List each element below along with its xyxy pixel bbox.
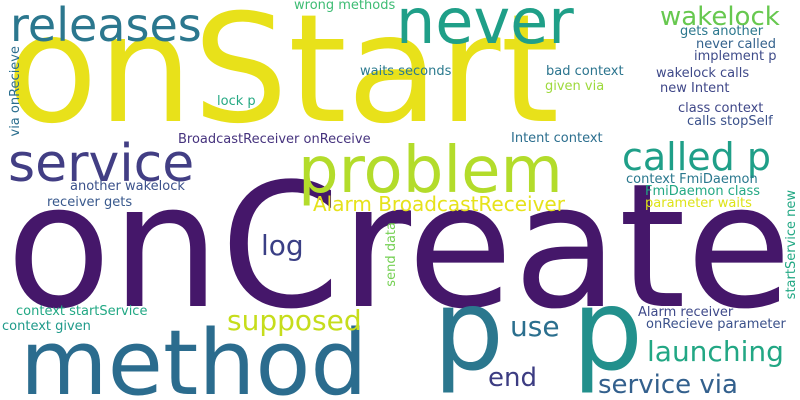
word-onstart: onStart <box>6 0 560 157</box>
word-send-data: send data <box>384 222 399 287</box>
word-lock-p: lock p <box>217 94 256 109</box>
word-via-onrecieve: via onRecieve <box>8 46 23 137</box>
word-end: end <box>488 363 537 393</box>
word-alarm-receiver: Alarm receiver <box>638 305 734 320</box>
word-supposed: supposed <box>227 304 362 337</box>
word-intent-context: Intent context <box>511 131 603 146</box>
word-called-p: called p <box>622 135 771 179</box>
word-launching: launching <box>647 335 784 368</box>
word-parameter-waits: parameter waits <box>645 196 752 211</box>
word-fmidaemon-class: FmiDaemon class <box>645 184 760 199</box>
word-context-startservice: context startService <box>16 304 148 319</box>
word-p-left: p <box>433 266 505 396</box>
word-wakelock: wakelock <box>660 2 780 32</box>
word-wrong-methods: wrong methods <box>294 0 396 13</box>
word-bad-context: bad context <box>546 64 624 79</box>
word-broadcastreceiver-onreceive: BroadcastReceiver onReceive <box>178 132 371 147</box>
word-never-called: never called <box>696 37 776 52</box>
word-gets-another: gets another <box>680 24 764 39</box>
word-alarm-broadcastreceiver: Alarm BroadcastReceiver <box>313 192 565 216</box>
word-class-context: class context <box>678 101 764 116</box>
word-calls-stopself: calls stopSelf <box>687 114 773 129</box>
word-service: service <box>8 134 195 194</box>
word-wakelock-calls: wakelock calls <box>656 66 750 81</box>
word-log: log <box>261 229 304 262</box>
word-oncreate: onCreate <box>6 146 792 347</box>
word-context-fmidaemon: context FmiDaemon <box>626 172 758 187</box>
word-service-via: service via <box>598 370 738 400</box>
word-context-given: context given <box>2 319 91 334</box>
word-releases: releases <box>10 0 202 52</box>
word-waits-seconds: waits seconds <box>360 64 452 79</box>
word-onrecieve-parameter: onRecieve parameter <box>646 317 786 332</box>
word-use: use <box>510 310 560 343</box>
word-never: never <box>396 0 574 58</box>
word-startservice-new: startService new <box>784 190 799 300</box>
word-method: method <box>20 311 368 400</box>
word-receiver-gets: receiver gets <box>47 195 133 210</box>
word-implement-p: implement p <box>694 49 777 64</box>
word-given-via: given via <box>545 79 605 94</box>
word-problem: problem <box>298 134 563 208</box>
word-another-wakelock: another wakelock <box>70 179 185 194</box>
word-new-intent: new Intent <box>660 81 730 96</box>
word-p-right: p <box>572 266 644 396</box>
